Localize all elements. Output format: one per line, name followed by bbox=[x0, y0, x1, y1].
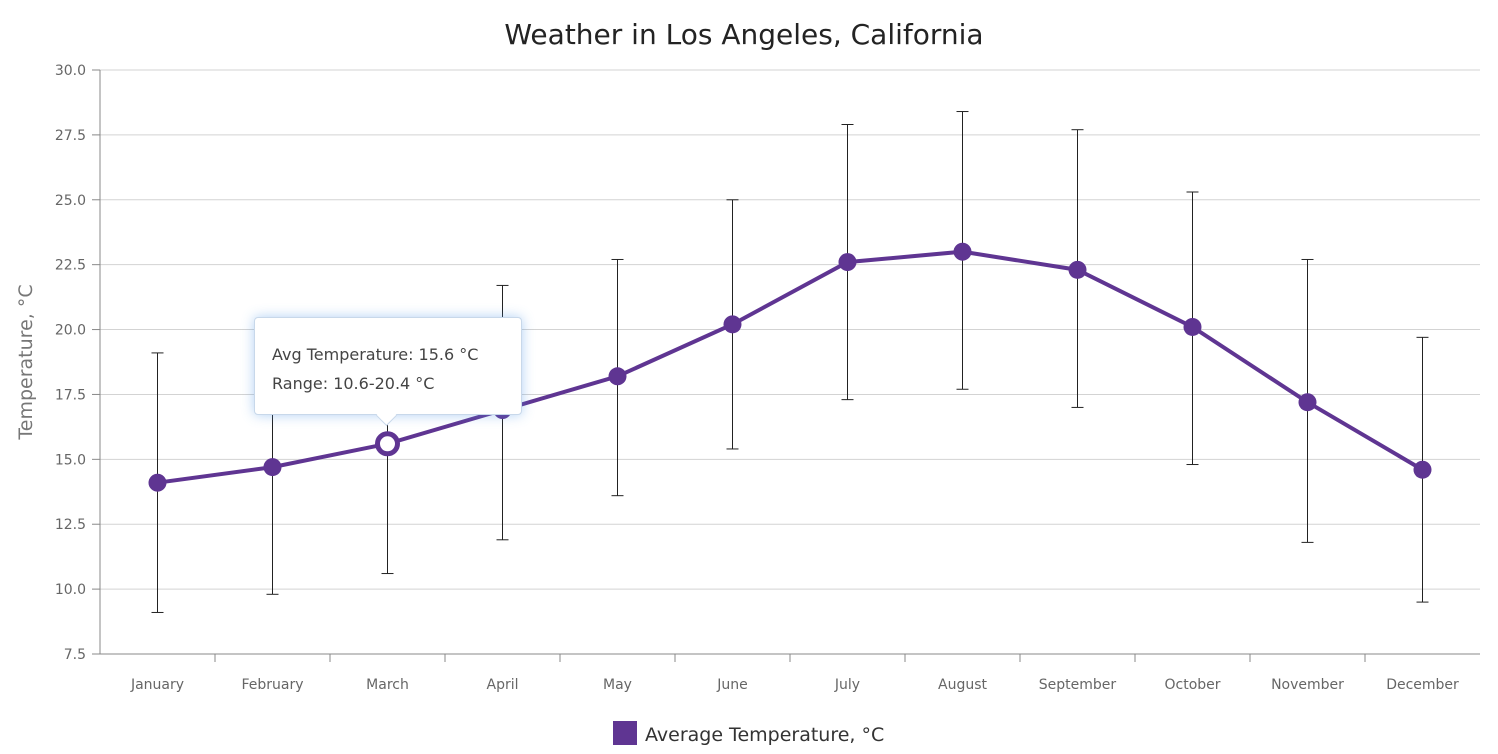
y-tick-label: 20.0 bbox=[55, 323, 86, 339]
y-tick-label: 22.5 bbox=[55, 258, 86, 274]
x-tick-label: December bbox=[1386, 677, 1459, 693]
y-tick-label: 27.5 bbox=[55, 128, 86, 144]
y-tick-label: 15.0 bbox=[55, 452, 86, 468]
y-axis-label: Temperature, °C bbox=[15, 284, 37, 440]
legend-label[interactable]: Average Temperature, °C bbox=[645, 724, 884, 746]
x-tick-label: September bbox=[1039, 677, 1117, 693]
tooltip-range: Range: 10.6-20.4 °C bbox=[272, 374, 435, 393]
y-tick-label: 10.0 bbox=[55, 582, 86, 598]
chart-title: Weather in Los Angeles, California bbox=[504, 18, 983, 51]
data-point[interactable] bbox=[1183, 317, 1202, 336]
data-point[interactable] bbox=[608, 367, 627, 386]
data-point[interactable] bbox=[148, 473, 167, 492]
tooltip-avg: Avg Temperature: 15.6 °C bbox=[272, 345, 479, 364]
series-line bbox=[157, 249, 1424, 485]
data-point[interactable] bbox=[723, 315, 742, 334]
data-point[interactable] bbox=[838, 253, 857, 272]
legend-marker[interactable] bbox=[613, 721, 637, 745]
tooltip: Avg Temperature: 15.6 °C Range: 10.6-20.… bbox=[254, 317, 522, 415]
x-tick-label: February bbox=[241, 677, 303, 693]
x-tick-label: July bbox=[834, 677, 860, 693]
y-tick-label: 7.5 bbox=[64, 647, 86, 663]
data-point[interactable] bbox=[953, 242, 972, 261]
y-tick-label: 17.5 bbox=[55, 387, 86, 403]
x-tick-label: October bbox=[1164, 677, 1220, 693]
y-tick-label: 25.0 bbox=[55, 193, 86, 209]
data-point[interactable] bbox=[263, 458, 282, 477]
x-tick-label: March bbox=[366, 677, 409, 693]
x-tick-label: April bbox=[487, 677, 519, 693]
x-tick-label: May bbox=[603, 677, 632, 693]
data-point[interactable] bbox=[1068, 260, 1087, 279]
data-point[interactable] bbox=[1413, 460, 1432, 479]
data-point[interactable] bbox=[1298, 393, 1317, 412]
y-tick-label: 30.0 bbox=[55, 63, 86, 79]
x-tick-label: June bbox=[716, 677, 748, 693]
x-tick-label: January bbox=[130, 677, 184, 693]
y-tick-label: 12.5 bbox=[55, 517, 86, 533]
data-point[interactable] bbox=[375, 431, 400, 457]
x-tick-label: August bbox=[938, 677, 988, 693]
x-tick-label: November bbox=[1271, 677, 1344, 693]
